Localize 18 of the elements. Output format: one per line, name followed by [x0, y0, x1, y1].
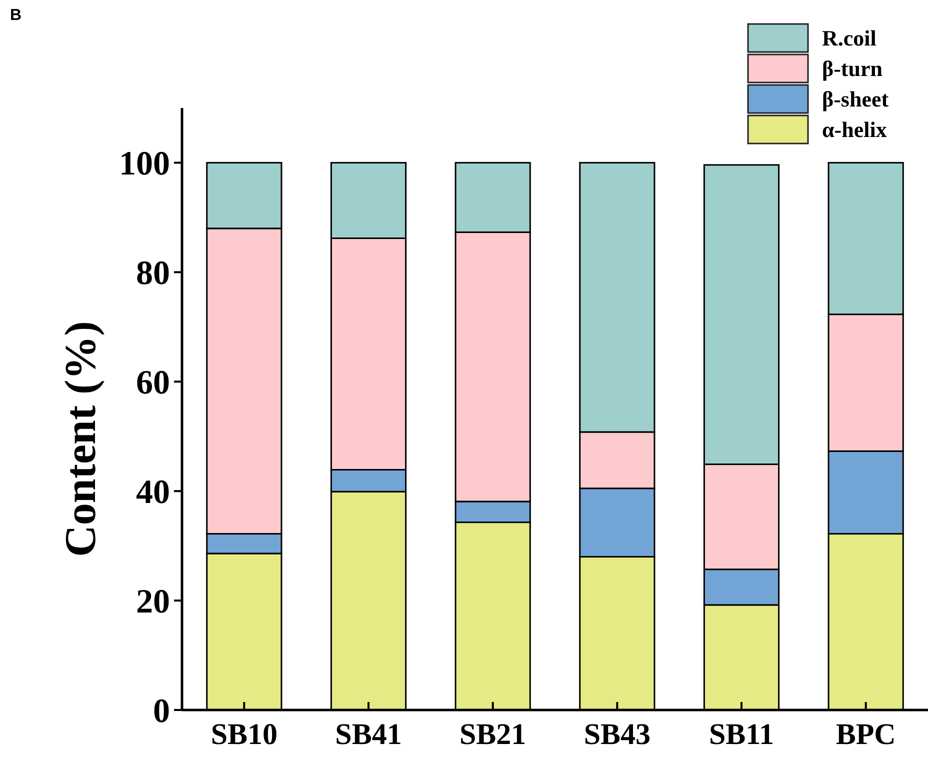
- x-tick-label: SB10: [210, 718, 278, 751]
- y-tick-label: 100: [119, 146, 170, 183]
- y-axis-title: Content (%): [56, 321, 105, 557]
- y-tick-label: 40: [136, 474, 170, 511]
- x-tick-label: SB41: [335, 718, 402, 751]
- x-tick-label: SB11: [708, 718, 774, 751]
- y-tick-label: 20: [136, 583, 170, 620]
- x-tick-label: SB43: [584, 718, 651, 751]
- text: B: [10, 7, 22, 24]
- legend-label: β-sheet: [822, 86, 890, 112]
- x-tick-label: SB21: [459, 718, 526, 751]
- y-tick-label: 80: [136, 255, 170, 292]
- legend-label: R.coil: [822, 26, 876, 51]
- legend-label: β-turn: [822, 56, 882, 82]
- y-tick-label: 0: [153, 692, 170, 730]
- y-tick-label: 60: [136, 364, 170, 402]
- legend-label: α-helix: [822, 117, 887, 142]
- x-tick-label: BPC: [836, 718, 896, 751]
